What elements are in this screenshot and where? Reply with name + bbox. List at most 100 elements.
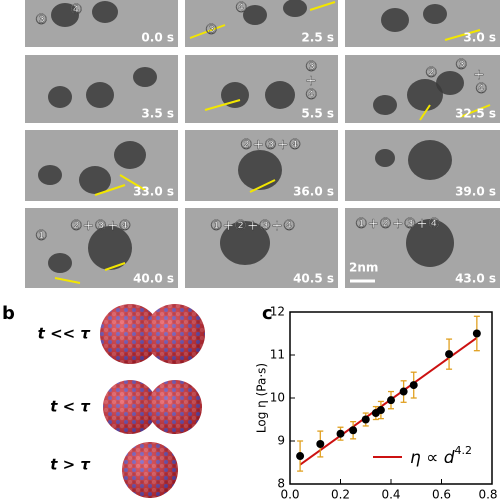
image-tile: ③ ④ 0.0 s [25, 0, 178, 47]
y-tick-label: 10 [270, 391, 285, 405]
image-tile: ① ②+③+④ 40.0 s [25, 208, 178, 288]
panel-label: c [262, 303, 273, 324]
arrow [204, 99, 241, 111]
x-tick-label: 0.8 [478, 488, 497, 501]
state-label: t << τ [38, 325, 91, 343]
time-label: 33.0 s [133, 185, 174, 199]
particle [283, 0, 307, 17]
image-tile: 39.0 s [345, 130, 500, 201]
time-label: 39.0 s [455, 185, 496, 199]
particle-label: ④ [305, 87, 318, 103]
particle [114, 141, 146, 169]
x-tick-label: 0.2 [331, 488, 350, 501]
image-tile: ①+②+③+④ 43.0 s [345, 208, 500, 288]
particle [92, 1, 118, 23]
particle [38, 165, 62, 185]
particle [220, 221, 270, 265]
particle-label: ① [35, 228, 48, 244]
time-label: 2.5 s [301, 31, 334, 45]
data-point [361, 415, 370, 424]
time-label: 40.0 s [133, 272, 174, 286]
state-label: t < τ [50, 398, 90, 416]
particle [436, 71, 464, 95]
particle [51, 3, 79, 27]
y-tick-label: 12 [270, 305, 285, 319]
particle [381, 8, 409, 32]
legend-label: η ∝ d4.2 [410, 444, 472, 468]
particle-label: ③ [205, 22, 218, 38]
particle [373, 95, 397, 115]
time-label: 3.0 s [463, 31, 496, 45]
y-tick-label: 11 [270, 348, 285, 362]
particle-label: ④ [475, 81, 488, 97]
time-label: 5.5 s [301, 107, 334, 121]
x-tick-label: 0.0 [280, 488, 299, 501]
data-point [399, 387, 408, 396]
particle [221, 82, 249, 108]
particle [79, 166, 111, 194]
data-point [349, 426, 358, 435]
particle [423, 4, 447, 24]
image-tile: 33.0 s [25, 130, 178, 201]
particle-label: ④ [70, 2, 83, 18]
panel-label: b [2, 303, 15, 324]
arrow [459, 104, 491, 118]
arrow [119, 174, 146, 191]
particle [238, 150, 282, 190]
data-point [376, 406, 385, 415]
particle-label: ③ [305, 59, 318, 75]
arrow [104, 262, 126, 271]
time-label: 3.5 s [141, 107, 174, 121]
y-tick-label: 9 [277, 434, 285, 448]
y-axis-label: Log η (Pa·s) [255, 363, 269, 433]
arrow [309, 1, 336, 11]
time-label: 36.0 s [293, 185, 334, 199]
particle [243, 5, 267, 25]
particle-label: ①+②+③+④ [355, 216, 440, 232]
data-point [316, 440, 325, 449]
data-point [472, 329, 481, 338]
particle-label: ④ [235, 0, 248, 16]
image-tile: 3.5 s [25, 55, 178, 123]
x-tick-label: 0.6 [432, 488, 451, 501]
image-tile: ② ③ +④ 32.5 s [345, 55, 500, 123]
arrow [54, 277, 81, 284]
x-tick-label: 0.4 [381, 488, 400, 501]
arrow [249, 179, 276, 193]
particle [406, 219, 454, 267]
legend-text: η ∝ d [410, 448, 455, 468]
y-tick-label: 8 [277, 477, 285, 491]
image-tile: 3.0 s [345, 0, 500, 47]
data-point [445, 350, 454, 359]
particle-label: ①+②+③+④ [210, 218, 295, 234]
arrow [94, 184, 126, 196]
particle [265, 81, 295, 109]
particle [408, 140, 452, 180]
time-label: 40.5 s [293, 272, 334, 286]
legend-exponent: 4.2 [455, 444, 473, 457]
image-tile: ①+②+③+④ 40.5 s [185, 208, 338, 288]
nanoparticle-shade [145, 304, 205, 364]
arrow [189, 24, 226, 39]
particle-label: ③ [35, 12, 48, 28]
particle [86, 82, 114, 108]
data-point [387, 396, 395, 405]
tile-background [345, 0, 500, 47]
particle-label: ② [425, 65, 438, 81]
image-tile: ③+④ 5.5 s [185, 55, 338, 123]
particle [88, 226, 132, 270]
particle [133, 67, 157, 87]
particle [407, 79, 443, 111]
particle-label: ②+③+④ [70, 218, 131, 234]
particle [48, 253, 72, 273]
image-tile: ③ ④ 2.5 s [185, 0, 338, 47]
particle-label: + [473, 67, 485, 83]
time-label: 0.0 s [141, 31, 174, 45]
nanoparticle-shade [122, 442, 178, 498]
state-label: t > τ [50, 456, 90, 474]
particle [48, 86, 72, 108]
time-label: 32.5 s [455, 107, 496, 121]
particle-label: ②+③+④ [240, 137, 301, 153]
data-point [409, 381, 418, 390]
